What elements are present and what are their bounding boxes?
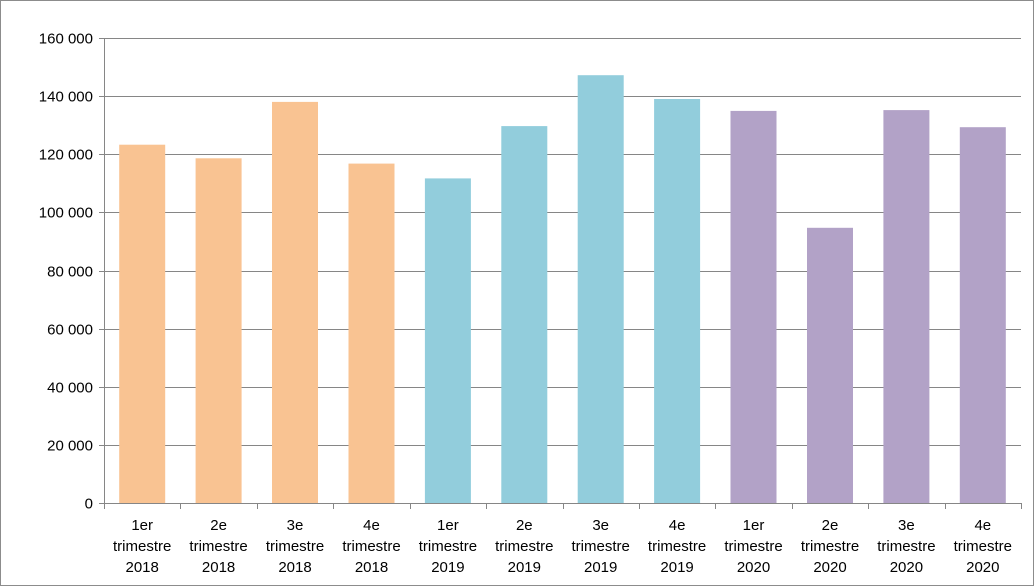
axes	[104, 38, 1022, 509]
x-tick-label: 4e trimestre 2020	[954, 517, 1012, 576]
bar	[577, 75, 624, 503]
x-tick-label: 3e trimestre 2018	[266, 517, 324, 576]
x-tick-label: 1er trimestre 2020	[724, 517, 782, 576]
y-tick-label: 0	[85, 496, 93, 513]
x-tick-label: 4e trimestre 2019	[648, 517, 706, 576]
bar	[501, 126, 548, 503]
y-tick-label: 80 000	[47, 264, 93, 281]
y-tick-label: 60 000	[47, 322, 93, 339]
bar	[195, 158, 242, 504]
bar	[119, 144, 166, 503]
bar	[654, 99, 701, 503]
x-tick-label: 2e trimestre 2019	[495, 517, 553, 576]
bar	[883, 110, 930, 503]
gridlines	[99, 38, 1021, 504]
y-tick-labels: 0 20 000 40 000 60 000 80 000 100 000 120 000 1…	[39, 31, 93, 513]
bar	[730, 110, 777, 504]
y-tick-label: 40 000	[47, 380, 93, 397]
bar	[807, 227, 853, 504]
y-tick-label: 120 000	[39, 147, 93, 164]
x-tick-label: 3e trimestre 2020	[877, 517, 935, 576]
bar	[424, 178, 471, 503]
x-tick-label: 4e trimestre 2018	[342, 517, 400, 576]
y-tick-label: 160 000	[39, 31, 93, 48]
bar	[272, 101, 318, 504]
y-tick-label: 100 000	[39, 205, 93, 222]
x-tick-label: 2e trimestre 2020	[801, 517, 859, 576]
y-tick-label: 140 000	[39, 89, 93, 106]
x-tick-labels: 1er trimestre 2018 2e trimestre 2018 3e trimest…	[113, 517, 1012, 576]
bar	[959, 127, 1006, 503]
x-tick-label: 1er trimestre 2019	[419, 517, 477, 576]
y-tick-label: 20 000	[47, 438, 93, 455]
bar	[348, 163, 395, 503]
x-tick-label: 3e trimestre 2019	[572, 517, 630, 576]
bars	[119, 75, 1006, 504]
x-tick-label: 1er trimestre 2018	[113, 517, 171, 576]
x-tick-label: 2e trimestre 2018	[189, 517, 247, 576]
